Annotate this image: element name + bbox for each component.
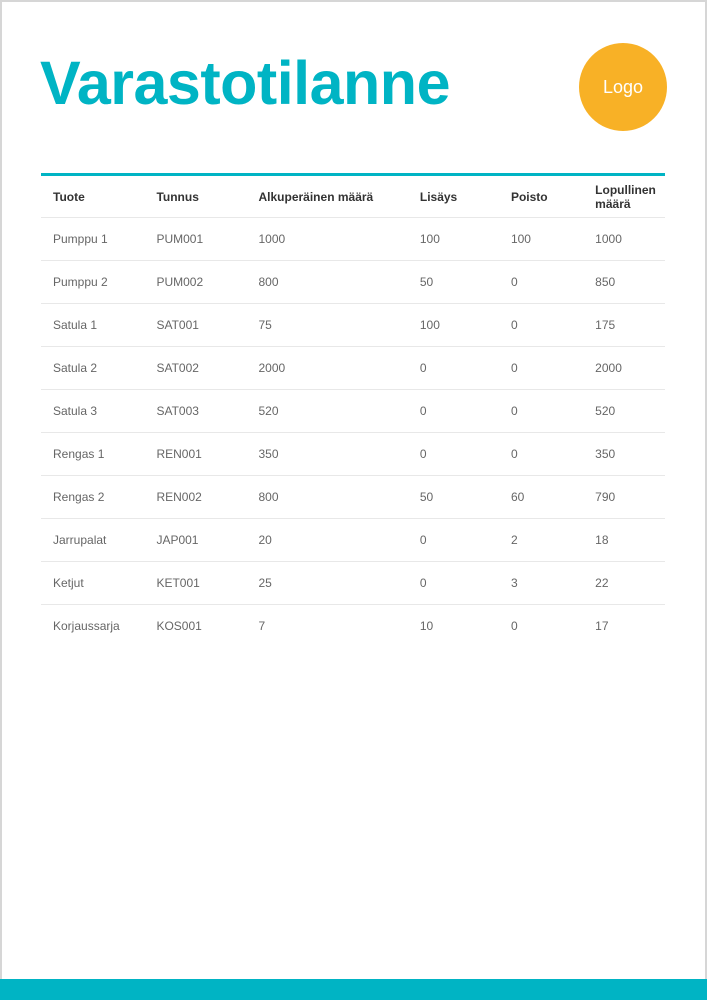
table-cell: 60 (498, 475, 584, 519)
table-row: Satula 3 SAT003 520 0 0 520 (41, 389, 665, 433)
table-cell: Satula 3 (41, 389, 145, 433)
table-cell: Ketjut (41, 561, 145, 605)
table-cell: 100 (407, 217, 499, 261)
column-header: Lisäys (407, 174, 499, 218)
table-cell: 0 (510, 619, 518, 633)
table-row: Satula 1 SAT001 75 100 0 175 (41, 303, 665, 347)
table-cell: KOS001 (156, 619, 202, 633)
table-cell: REN002 (144, 475, 247, 519)
table-cell: 22 (583, 561, 665, 605)
table-row: Jarrupalat JAP001 20 0 2 18 (41, 518, 665, 562)
footer-bar (0, 979, 707, 1000)
table-cell: 100 (407, 303, 499, 347)
column-header: Tuote (41, 174, 145, 218)
table-cell: 18 (583, 518, 665, 562)
column-header: Tunnus (144, 174, 247, 218)
table-row: Ketjut KET001 25 0 3 22 (41, 561, 665, 605)
column-header: Alkuperäinen määrä (246, 174, 408, 218)
table-cell: 0 (407, 432, 499, 476)
table-cell: 0 (407, 518, 499, 562)
table-cell: 25 (246, 561, 408, 605)
table-row: Pumppu 2 PUM002 800 50 0 850 (41, 260, 665, 304)
inventory-table: Tuote Tunnus Alkuperäinen määrä Lisäys Poist… (41, 173, 665, 647)
table-cell: 20 (246, 518, 408, 562)
table-cell: Rengas 2 (41, 475, 145, 519)
table-cell: 0 (498, 346, 584, 390)
table-cell: Pumppu 2 (41, 260, 145, 304)
table-cell: 850 (583, 260, 665, 304)
table-row: Pumppu 1 PUM001 1000 100 100 1000 (41, 217, 665, 261)
table-cell: 50 (407, 260, 499, 304)
table-row: Satula 2 SAT002 2000 0 0 2000 (41, 346, 665, 390)
table-header-row: Tuote Tunnus Alkuperäinen määrä Lisäys Poist… (41, 174, 665, 218)
table-cell: SAT001 (144, 303, 247, 347)
table-cell: 7 (258, 619, 266, 633)
table-cell: Rengas 1 (41, 432, 145, 476)
column-header: Poisto (498, 174, 584, 218)
table-cell: Satula 1 (41, 303, 145, 347)
table-cell: KET001 (144, 561, 247, 605)
table-cell: 0 (407, 561, 499, 605)
table-cell: REN001 (144, 432, 247, 476)
column-header: Lopullinen määrä (583, 174, 665, 218)
table-cell: 2 (498, 518, 584, 562)
table-cell: 17 (595, 619, 609, 633)
table-cell: 2000 (246, 346, 408, 390)
table-cell: 790 (583, 475, 665, 519)
logo: Logo (579, 43, 667, 131)
table-cell: 350 (246, 432, 408, 476)
table-cell: 3 (498, 561, 584, 605)
table-cell: 0 (407, 389, 499, 433)
page-title: Varastotilanne (40, 49, 451, 117)
table-cell: Pumppu 1 (41, 217, 145, 261)
table-cell: Korjaussarja (53, 619, 120, 633)
table-row: Rengas 2 REN002 800 50 60 790 (41, 475, 665, 519)
table-cell: SAT002 (144, 346, 247, 390)
table-cell: 1000 (246, 217, 408, 261)
table-cell: 100 (498, 217, 584, 261)
table-cell: 75 (246, 303, 408, 347)
table-cell: 0 (498, 260, 584, 304)
table-cell: 520 (246, 389, 408, 433)
table-cell: SAT003 (144, 389, 247, 433)
table-cell: 800 (246, 475, 408, 519)
table-cell: 800 (246, 260, 408, 304)
table-cell: JAP001 (144, 518, 247, 562)
table-row: Rengas 1 REN001 350 0 0 350 (41, 432, 665, 476)
table-cell: 2000 (583, 346, 665, 390)
table-cell: 50 (407, 475, 499, 519)
table-row: Korjaussarja KOS001 7 10 0 17 (41, 605, 665, 648)
table-cell: PUM001 (144, 217, 247, 261)
table-cell: 175 (583, 303, 665, 347)
table-cell: 10 (419, 619, 434, 633)
table-cell: Satula 2 (41, 346, 145, 390)
table-cell: PUM002 (144, 260, 247, 304)
table-cell: 0 (498, 389, 584, 433)
table-cell: 0 (407, 346, 499, 390)
table-cell: 1000 (583, 217, 665, 261)
table-cell: 350 (583, 432, 665, 476)
table-cell: Jarrupalat (41, 518, 145, 562)
table-cell: 0 (498, 303, 584, 347)
table-cell: 0 (498, 432, 584, 476)
table-cell: 520 (583, 389, 665, 433)
